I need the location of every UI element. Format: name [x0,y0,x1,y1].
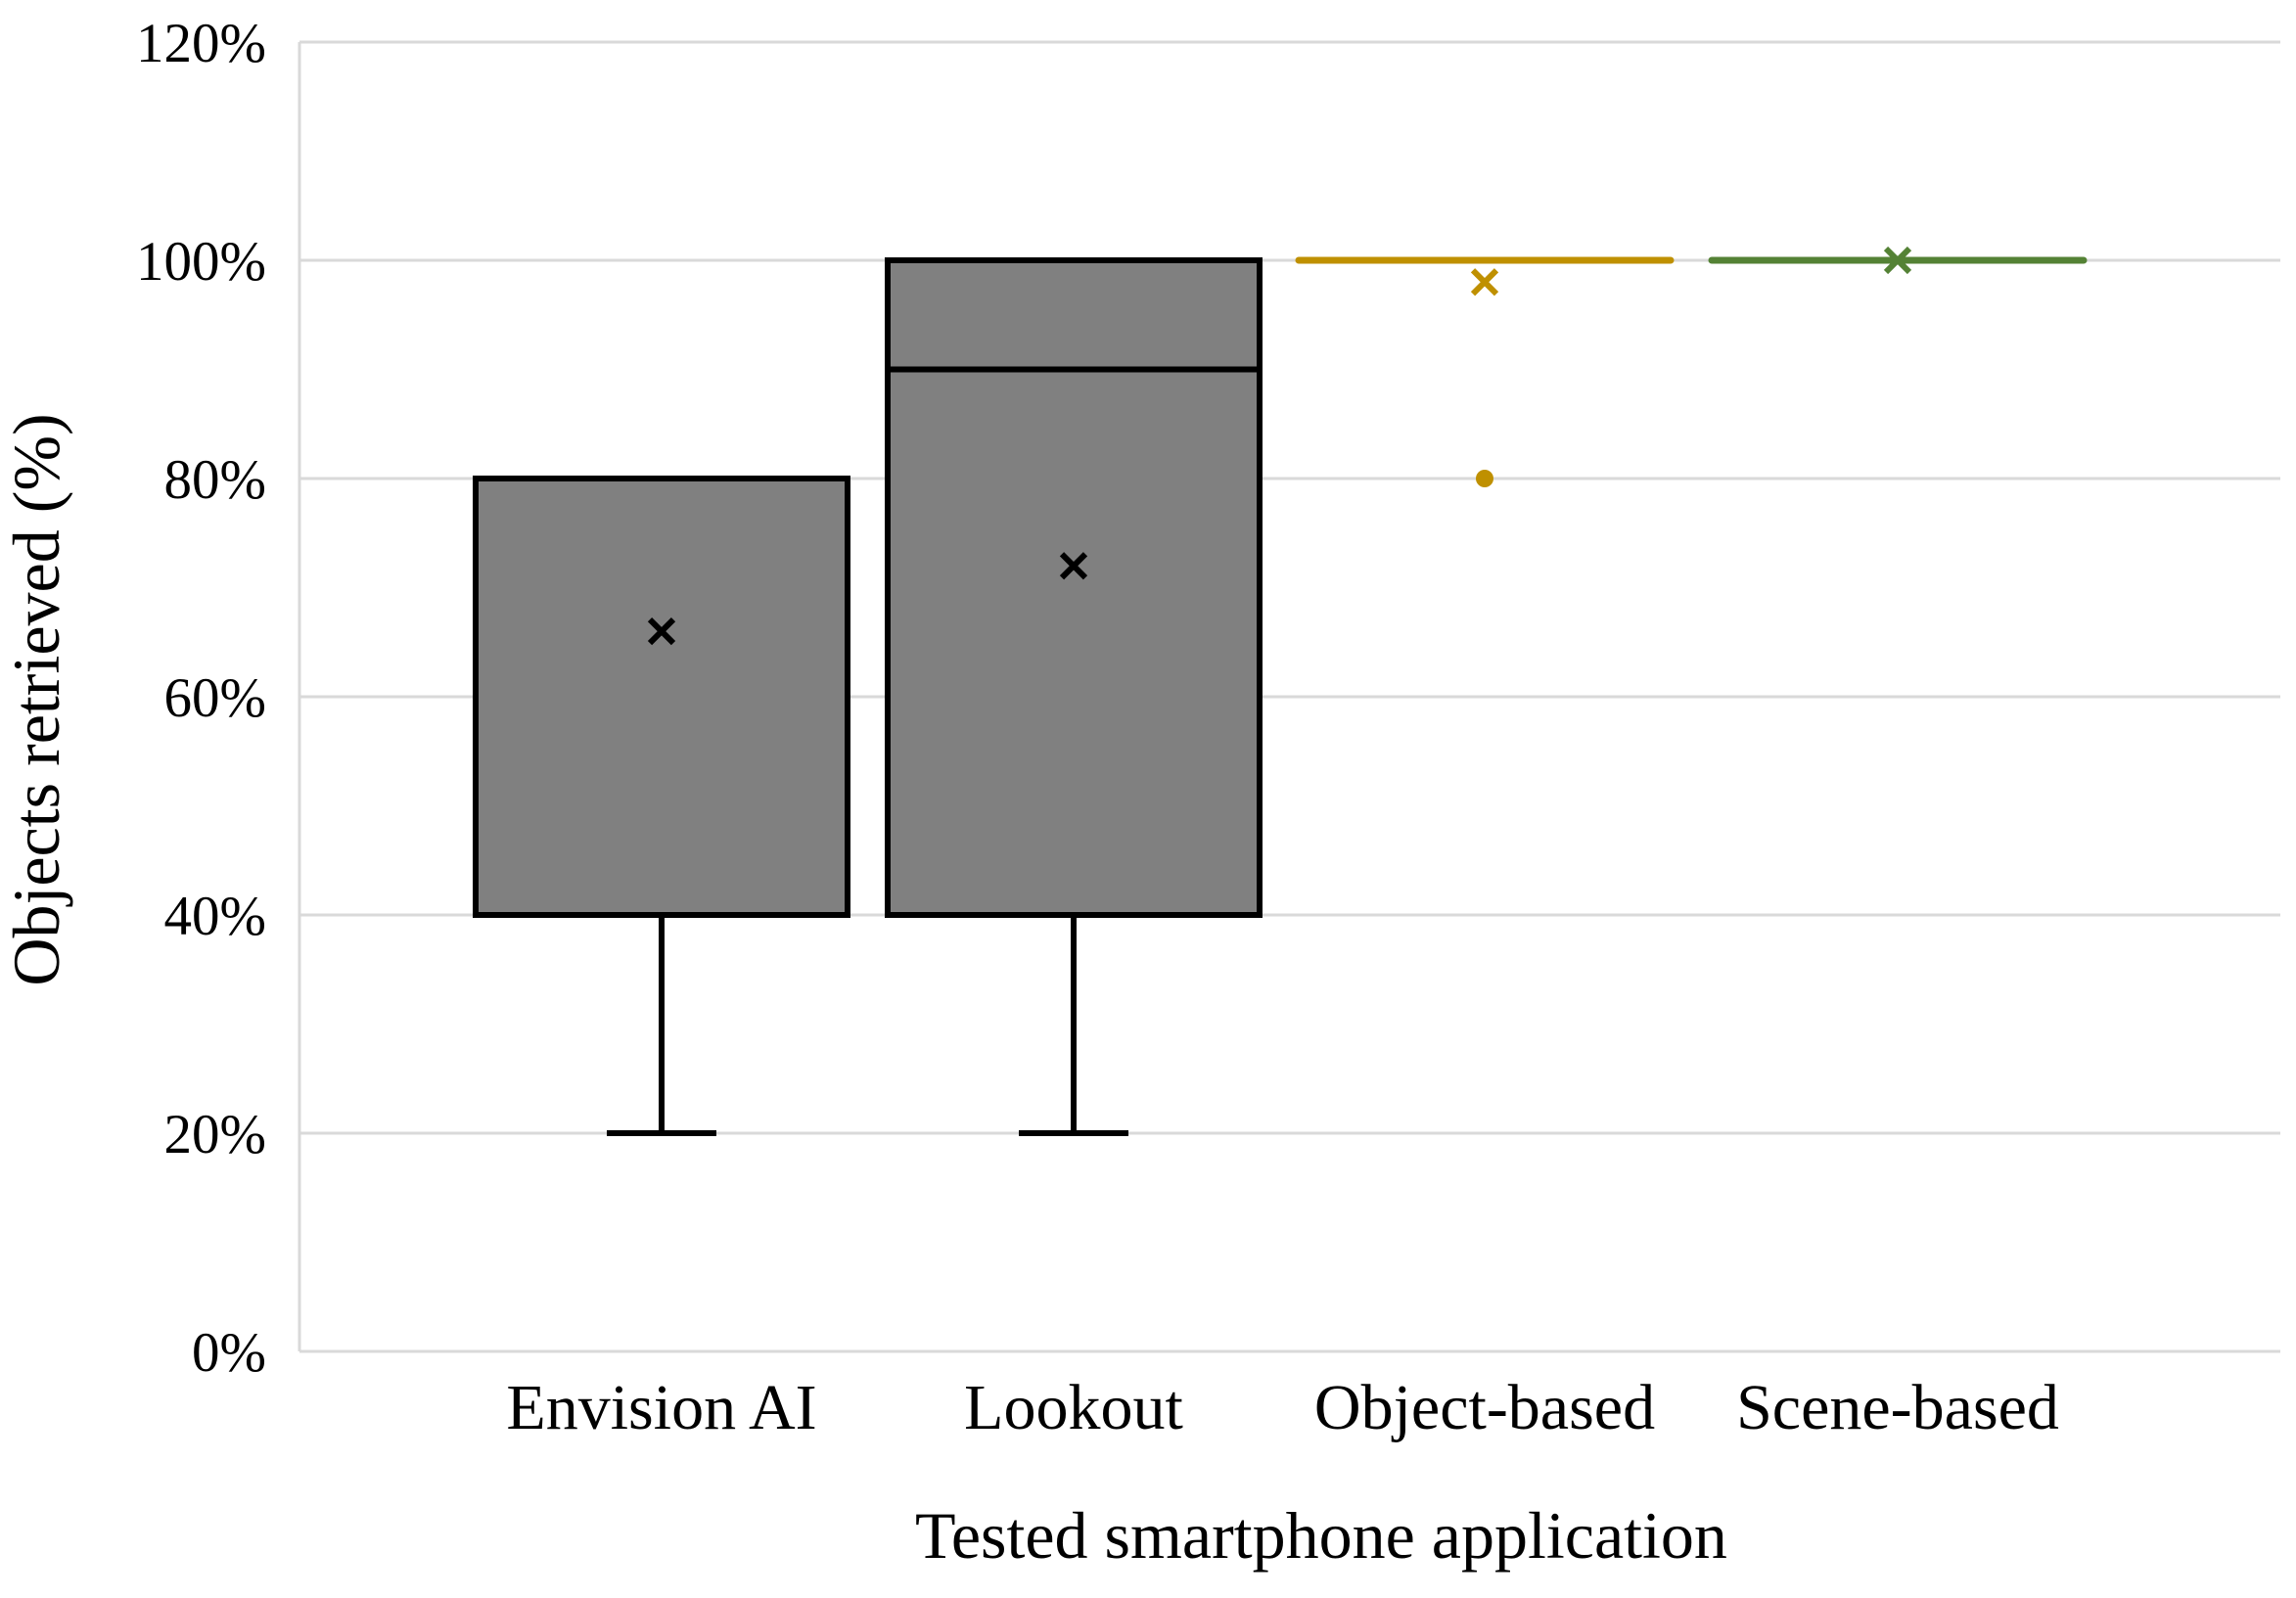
y-tick-label: 120% [136,13,266,74]
mean-marker [1883,246,1912,275]
outlier-point [1476,470,1493,487]
box-envision-ai [473,476,850,1136]
y-tick-label: 40% [164,886,266,947]
box-lookout [885,257,1263,1136]
y-tick-label: 100% [136,231,266,293]
x-category-label: Scene-based [1736,1372,2059,1443]
box-object-based [1295,256,1675,487]
y-tick-label: 80% [164,449,266,511]
mean-marker [647,616,676,646]
box-body [473,476,850,918]
y-axis-title: Objects retrieved (%) [0,413,73,985]
boxes [473,246,2088,1136]
y-tick-label: 0% [192,1322,266,1384]
mean-marker [1059,552,1088,580]
y-tick-label: 20% [164,1104,266,1165]
x-category-label: Lookout [964,1372,1183,1443]
y-tick-label: 60% [164,667,266,729]
mean-marker [1470,268,1499,297]
x-category-label: Object-based [1314,1372,1655,1443]
y-tick-labels: 0% 20% 40% 60% 80% 100% 120% [136,13,266,1384]
box-body [885,257,1263,918]
x-axis-title: Tested smartphone application [915,1498,1727,1573]
box-scene-based [1708,246,2088,275]
x-category-labels: Envision AI Lookout Object-based Scene-base… [506,1372,2059,1443]
x-category-label: Envision AI [506,1372,816,1443]
